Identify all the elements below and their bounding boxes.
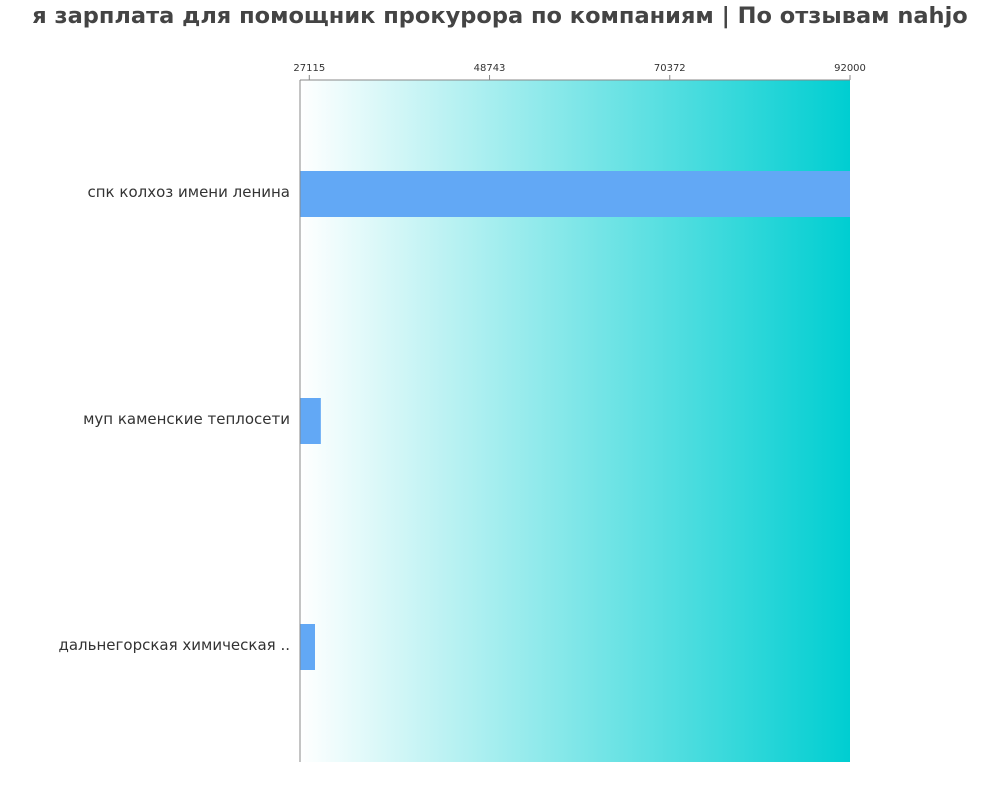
x-tick-label-3: 70372 (654, 63, 686, 74)
chart-title-container: я зарплата для помощник прокурора по ком… (0, 0, 1000, 36)
x-tick-label-2: 48743 (474, 63, 506, 74)
bar-1 (300, 171, 850, 217)
x-tick-label-4: 92000 (834, 63, 866, 74)
bar-2 (300, 398, 321, 444)
bar-3 (300, 624, 315, 670)
category-label-3: дальнегорская химическая .. (58, 636, 290, 654)
chart-title: я зарплата для помощник прокурора по ком… (32, 3, 968, 29)
x-tick-label-1: 27115 (293, 63, 325, 74)
category-label-1: спк колхоз имени ленина (88, 183, 291, 201)
category-label-2: муп каменские теплосети (83, 410, 290, 428)
